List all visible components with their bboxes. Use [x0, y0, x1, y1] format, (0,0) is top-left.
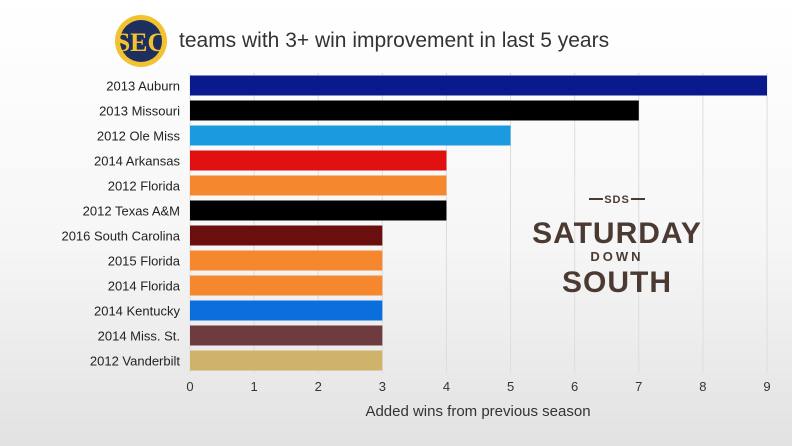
chart-title: teams with 3+ win improvement in last 5 … [179, 29, 609, 52]
gridlines [189, 73, 768, 373]
bar [190, 250, 383, 271]
bar [190, 150, 447, 171]
x-tick-label: 9 [763, 379, 770, 394]
bar [190, 225, 383, 246]
watermark-down: DOWN [590, 249, 643, 264]
x-tick-label: 6 [571, 379, 578, 394]
watermark-sds: SDS [604, 194, 630, 206]
x-tick-label: 7 [635, 379, 642, 394]
category-label: 2012 Florida [108, 179, 181, 194]
sec-logo-text: SEC [116, 28, 167, 57]
category-label: 2013 Missouri [99, 104, 180, 119]
category-label: 2014 Miss. St. [98, 329, 180, 344]
category-label: 2012 Texas A&M [83, 204, 180, 219]
x-tick-label: 1 [250, 379, 257, 394]
category-labels: 2013 Auburn 2013 Missouri 2012 Ole Miss 201… [61, 79, 180, 369]
x-tick-label: 5 [507, 379, 514, 394]
x-tick-label: 8 [699, 379, 706, 394]
bar [190, 125, 511, 146]
bar [190, 175, 447, 196]
bar [190, 200, 447, 221]
category-label: 2012 Ole Miss [97, 129, 181, 144]
category-label: 2012 Vanderbilt [90, 354, 180, 369]
bars [190, 75, 767, 371]
x-tick-label: 2 [315, 379, 322, 394]
x-axis-title: Added wins from previous season [365, 403, 590, 420]
category-label: 2015 Florida [108, 254, 181, 269]
x-tick-label: 4 [443, 379, 450, 394]
saturday-down-south-watermark: SDS SATURDAY DOWN SOUTH [532, 194, 702, 299]
bar [190, 100, 639, 121]
category-label: 2016 South Carolina [61, 229, 180, 244]
bar [190, 325, 383, 346]
sec-logo: SEC [115, 15, 167, 67]
category-label: 2014 Florida [108, 279, 181, 294]
category-label: 2014 Arkansas [94, 154, 181, 169]
x-tick-label: 0 [186, 379, 193, 394]
sec-logo-inner [120, 20, 162, 62]
bar [190, 75, 767, 96]
x-tick-label: 3 [379, 379, 386, 394]
category-label: 2013 Auburn [106, 79, 180, 94]
category-label: 2014 Kentucky [94, 304, 181, 319]
watermark-saturday: SATURDAY [532, 217, 702, 250]
watermark-south: SOUTH [562, 266, 672, 299]
bar [190, 275, 383, 296]
x-tick-labels: 0 1 2 3 4 5 6 7 8 9 [186, 379, 770, 394]
bar [190, 300, 383, 321]
bar [190, 350, 383, 371]
